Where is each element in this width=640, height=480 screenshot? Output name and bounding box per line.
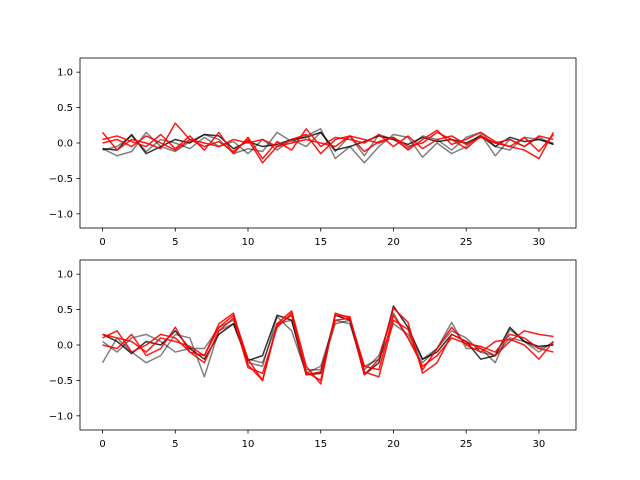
top-subplot: 0 5 10 15 20 25 30 −1.0 −0.5 0.0 0.5 1.0 xyxy=(49,57,577,248)
bottom-subplot: 0 5 10 15 20 25 30 −1.0 −0.5 0.0 0.5 1.0 xyxy=(49,259,577,450)
x-tick-label: 20 xyxy=(387,439,400,450)
y-tick-label: 0.0 xyxy=(57,139,73,150)
x-tick-label: 5 xyxy=(172,237,178,248)
series-line-5 xyxy=(102,131,554,151)
x-tick-label: 5 xyxy=(172,439,178,450)
x-tick-label: 30 xyxy=(533,439,546,450)
y-tick-label: −1.0 xyxy=(49,411,73,422)
y-tick-label: 0.0 xyxy=(57,341,73,352)
x-tick-label: 10 xyxy=(242,237,255,248)
y-tick-label: 0.5 xyxy=(57,103,73,114)
series-line-3 xyxy=(101,122,555,164)
series-line-5 xyxy=(102,314,554,382)
y-tick-label: −0.5 xyxy=(49,376,73,387)
x-tick-label: 25 xyxy=(460,439,473,450)
x-tick-label: 10 xyxy=(242,439,255,450)
y-tick-label: 0.5 xyxy=(57,305,73,316)
y-tick-label: 1.0 xyxy=(57,68,73,79)
x-tick-label: 0 xyxy=(99,439,105,450)
series-group xyxy=(101,305,555,385)
x-tick-label: 0 xyxy=(99,237,105,248)
y-tick-label: −0.5 xyxy=(49,174,73,185)
x-tick-label: 25 xyxy=(460,237,473,248)
series-group xyxy=(101,122,555,164)
x-tick-label: 30 xyxy=(533,237,546,248)
x-tick-label: 20 xyxy=(387,237,400,248)
y-tick-label: 1.0 xyxy=(57,270,73,281)
y-tick-label: −1.0 xyxy=(49,209,73,220)
x-tick-label: 15 xyxy=(314,439,327,450)
x-tick-label: 15 xyxy=(314,237,327,248)
